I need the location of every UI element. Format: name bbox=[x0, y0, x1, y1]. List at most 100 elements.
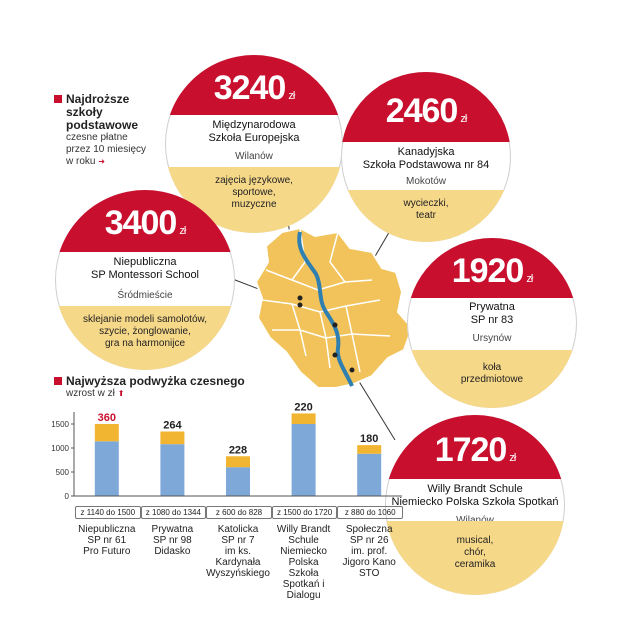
school-label-line: Niepubliczna bbox=[78, 524, 136, 535]
marker-4 bbox=[332, 352, 338, 358]
school-label-line: Katolicka bbox=[217, 524, 259, 535]
school-label-line: Kardynała bbox=[215, 557, 261, 568]
school-5-extra-1: musical, bbox=[456, 535, 494, 546]
school-1-unit: zł bbox=[288, 90, 295, 102]
chart-title-marker bbox=[54, 377, 62, 385]
marker-1 bbox=[297, 295, 303, 301]
school-label-line: Spotkań i Dialogu bbox=[282, 579, 325, 601]
school-4-extra-1: koła bbox=[482, 362, 502, 373]
legend-sub-1: czesne płatne bbox=[66, 132, 128, 143]
school-label-line: Didasko bbox=[154, 546, 191, 557]
school-5-district: Wilanów bbox=[385, 515, 565, 526]
legend-sub-3: w roku bbox=[66, 156, 96, 167]
school-4-district: Ursynów bbox=[472, 333, 512, 344]
arrow-icon: ➜ bbox=[98, 157, 105, 166]
school-1-extra-1: zajęcia językowe, bbox=[215, 175, 293, 186]
bar-base bbox=[94, 441, 119, 496]
school-3-extra-2: szycie, żonglowanie, bbox=[99, 326, 191, 337]
school-label: Społeczna SP nr 26 im. prof. Jigoro Kano ST… bbox=[332, 524, 406, 579]
school-card-3: 3400 zł Niepubliczna SP Montessori School… bbox=[55, 190, 235, 370]
school-label-line: SP nr 98 bbox=[153, 535, 192, 546]
school-2-district: Mokotów bbox=[405, 176, 446, 187]
bar-base bbox=[160, 444, 185, 496]
legend-marker bbox=[54, 95, 62, 103]
chart-header: Najwyższa podwyżka czesnego wzrost w zł … bbox=[54, 375, 274, 400]
category-range-label: z 1080 do 1344 bbox=[140, 506, 207, 519]
bar-value-label: 228 bbox=[229, 444, 247, 456]
school-3-name-1: Niepubliczna bbox=[113, 256, 177, 268]
bar-value-label: 220 bbox=[294, 401, 312, 413]
school-label-line: Niemiecko bbox=[280, 546, 327, 557]
school-label-line: SP nr 26 bbox=[349, 535, 389, 546]
school-5-name-2: Niemiecko Polska Szkoła Spotkań bbox=[391, 496, 559, 508]
legend-title-3: podstawowe bbox=[66, 118, 139, 132]
marker-3 bbox=[297, 302, 303, 308]
school-3-price: 3400 bbox=[104, 204, 178, 242]
school-2-extra-1: wycieczki, bbox=[403, 198, 449, 209]
bar-value-label: 180 bbox=[360, 433, 378, 445]
district-borders bbox=[261, 227, 391, 373]
category-range-label: z 880 do 1060 bbox=[337, 506, 403, 519]
bar-increase bbox=[226, 456, 250, 468]
school-card-4: 1920 zł Prywatna SP nr 83 Ursynów koła pr… bbox=[407, 238, 577, 408]
school-label-line: Pro Futuro bbox=[83, 546, 131, 557]
bar-chart: 0 500 1000 1500 360 264 228 220 180 bbox=[51, 401, 402, 501]
school-1-name-2: Szkoła Europejska bbox=[208, 132, 300, 144]
legend-title-2: szkoły bbox=[66, 105, 103, 119]
chart-title: Najwyższa podwyżka czesnego bbox=[66, 374, 245, 388]
school-5-name-1: Willy Brandt Schule bbox=[427, 483, 523, 495]
y-tick-label: 0 bbox=[65, 492, 70, 501]
school-label: Willy Brandt Schule Niemiecko Polska Szkoła S… bbox=[267, 524, 341, 601]
category-range-label: z 1140 do 1500 bbox=[75, 506, 141, 519]
school-3-extra-3: gra na harmonijce bbox=[104, 338, 186, 349]
school-label-line: im ks. bbox=[224, 546, 252, 557]
school-1-extra-3: muzyczne bbox=[231, 199, 277, 210]
location-markers bbox=[297, 295, 355, 373]
bar-increase bbox=[291, 413, 316, 424]
marker-2 bbox=[332, 322, 338, 328]
y-tick-label: 500 bbox=[56, 468, 70, 477]
school-card-2: 2460 zł Kanadyjska Szkoła Podstawowa nr 8… bbox=[341, 72, 511, 242]
school-label: Niepubliczna SP nr 61 Pro Futuro bbox=[70, 524, 144, 557]
school-2-name-2: Szkoła Podstawowa nr 84 bbox=[362, 159, 490, 171]
legend-sub-2: przez 10 miesięcy bbox=[66, 144, 147, 155]
school-2-price: 2460 bbox=[385, 92, 459, 130]
school-2-name-1: Kanadyjska bbox=[397, 146, 455, 158]
school-label-line: Prywatna bbox=[151, 524, 194, 535]
up-arrow-icon: ⬆ bbox=[117, 389, 125, 398]
bar-increase bbox=[94, 424, 119, 442]
school-4-price: 1920 bbox=[451, 252, 525, 290]
school-label-line: Willy Brandt bbox=[276, 524, 331, 535]
school-3-unit: zł bbox=[179, 225, 186, 237]
y-tick-label: 1000 bbox=[51, 444, 69, 453]
bar-base bbox=[226, 467, 250, 496]
school-5-extra-3: ceramika bbox=[454, 559, 496, 570]
category-range-label: z 600 do 828 bbox=[206, 506, 272, 519]
school-1-extra-2: sportowe, bbox=[232, 187, 276, 198]
school-label-line: Polska bbox=[288, 557, 319, 568]
chart-unit: wzrost w zł bbox=[66, 388, 115, 399]
school-2-extra-2: teatr bbox=[415, 210, 436, 221]
legend: Najdroższe szkoły podstawowe czesne płat… bbox=[54, 93, 179, 168]
school-label-line: Szkoła bbox=[288, 568, 319, 579]
category-labels: z 1140 do 1500 z 1080 do 1344 z 600 do 828… bbox=[40, 506, 410, 520]
school-label-line: SP nr 61 bbox=[87, 535, 127, 546]
vistula-river bbox=[297, 231, 354, 387]
school-label-line: Schule bbox=[288, 535, 319, 546]
bar-base bbox=[357, 453, 382, 496]
school-labels: Niepubliczna SP nr 61 Pro Futuro Prywatna SP… bbox=[40, 524, 410, 614]
school-label-line: Wyszyńskiego bbox=[206, 568, 270, 579]
bar-base bbox=[291, 424, 316, 496]
category-range-label: z 1500 do 1720 bbox=[271, 506, 338, 519]
bar-increase bbox=[357, 445, 382, 454]
y-tick-label: 1500 bbox=[51, 420, 69, 429]
marker-5 bbox=[349, 367, 355, 373]
school-1-district: Wilanów bbox=[235, 151, 273, 162]
school-1-price: 3240 bbox=[213, 69, 287, 107]
school-label: Prywatna SP nr 98 Didasko bbox=[136, 524, 210, 557]
bar-value-label: 360 bbox=[98, 412, 116, 424]
bar-value-label: 264 bbox=[163, 419, 182, 431]
school-3-name-2: SP Montessori School bbox=[90, 269, 200, 281]
legend-title-1: Najdroższe bbox=[66, 92, 130, 106]
